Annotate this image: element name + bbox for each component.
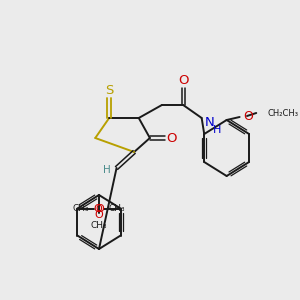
Text: O: O xyxy=(166,131,176,145)
Text: H: H xyxy=(103,165,111,175)
Text: CH₃: CH₃ xyxy=(73,204,89,213)
Text: O: O xyxy=(243,110,253,122)
Text: CH₂CH₃: CH₂CH₃ xyxy=(267,109,298,118)
Text: N: N xyxy=(204,116,214,130)
Text: O: O xyxy=(94,210,103,220)
Text: CH₃: CH₃ xyxy=(91,220,107,230)
Text: O: O xyxy=(96,203,105,214)
Text: H: H xyxy=(213,125,221,135)
Text: O: O xyxy=(178,74,188,88)
Text: S: S xyxy=(105,85,113,98)
Text: O: O xyxy=(93,203,102,214)
Text: CH₃: CH₃ xyxy=(109,204,125,213)
